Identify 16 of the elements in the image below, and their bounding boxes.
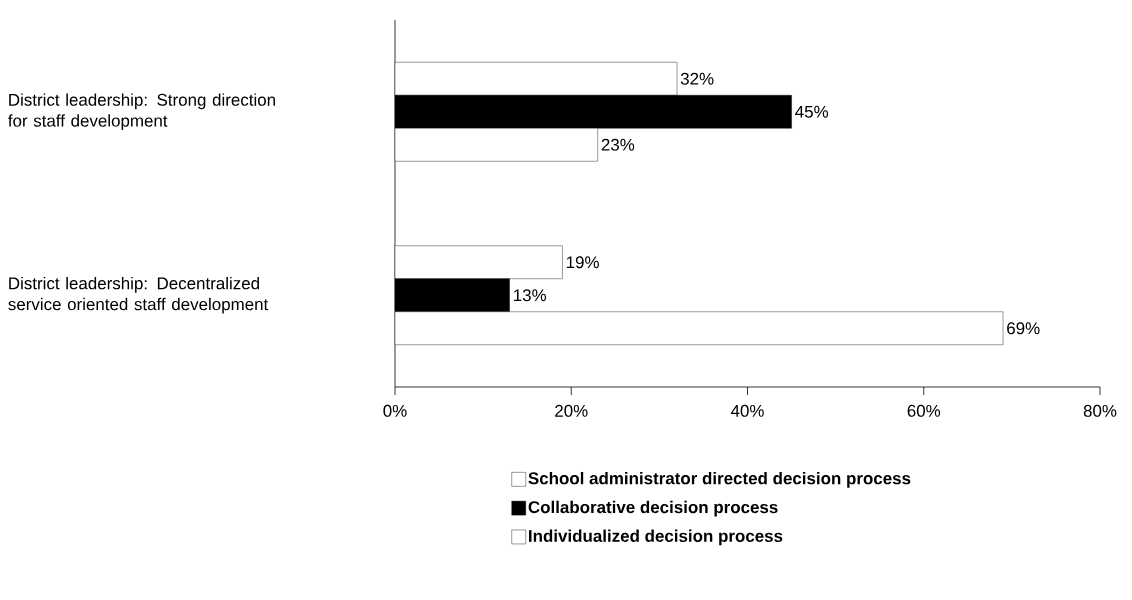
data-label: 32% — [680, 72, 714, 85]
y-tick-label: District leadership: Strong direction for staff development — [8, 93, 275, 131]
x-tick-label: 0% — [383, 404, 407, 417]
x-tick-label: 40% — [730, 404, 764, 417]
data-label: 13% — [514, 289, 547, 302]
y-tick-label: District leadership: Decentralized service oriented staff development — [8, 276, 269, 314]
x-tick-label: 80% — [1083, 404, 1117, 417]
x-tick-label: 20% — [555, 404, 588, 417]
legend-label: Collaborative decision process — [528, 500, 778, 517]
data-label: 19% — [566, 256, 599, 269]
data-label: 23% — [601, 138, 635, 151]
legend-label: School administrator directed decision process — [528, 471, 911, 488]
x-tick-label: 60% — [907, 404, 941, 417]
data-label: 69% — [1007, 322, 1040, 335]
legend-label: Individualized decision process — [529, 529, 783, 546]
data-label: 45% — [795, 105, 829, 118]
